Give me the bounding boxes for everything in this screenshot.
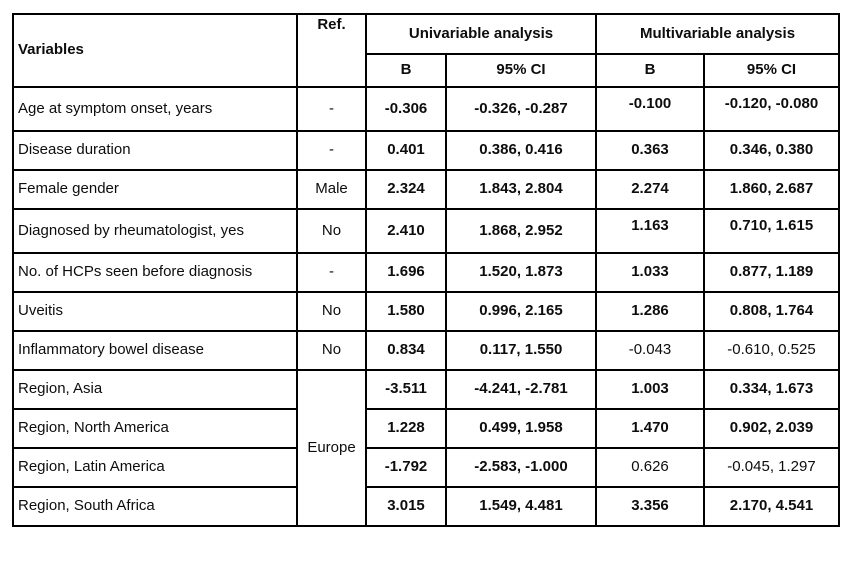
- multi-b-cell: 0.626: [595, 447, 705, 488]
- uni-ci-cell: 1.549, 4.481: [445, 486, 597, 527]
- uni-ci-cell: 0.996, 2.165: [445, 291, 597, 332]
- table-row: Uveitis No 1.580 0.996, 2.165 1.286 0.80…: [12, 291, 841, 332]
- table-row: Diagnosed by rheumatologist, yes No 2.41…: [12, 208, 841, 254]
- multi-b-cell: 1.003: [595, 369, 705, 410]
- multi-b-cell: 1.033: [595, 252, 705, 293]
- multi-ci-cell: 0.710, 1.615: [702, 208, 841, 254]
- uni-ci-cell: 0.386, 0.416: [445, 130, 597, 171]
- multi-b-cell: 2.274: [595, 169, 705, 210]
- variable-cell: Female gender: [12, 169, 298, 210]
- ref-cell-europe: Europe: [296, 369, 367, 527]
- multi-b-cell: 1.470: [595, 408, 705, 449]
- variable-cell: Age at symptom onset, years: [12, 86, 298, 132]
- multi-b-cell: -0.100: [595, 86, 705, 132]
- multi-b-cell: -0.043: [595, 330, 705, 371]
- header-row-sub: B 95% CI B 95% CI: [13, 53, 841, 88]
- ref-cell: No: [296, 330, 367, 371]
- multi-ci-cell: -0.610, 0.525: [702, 330, 841, 371]
- header-ref: Ref.: [296, 13, 367, 88]
- table-row: Disease duration - 0.401 0.386, 0.416 0.…: [12, 130, 841, 171]
- uni-b-cell: 0.401: [365, 130, 447, 171]
- ref-cell: No: [296, 208, 367, 254]
- table-row: Inflammatory bowel disease No 0.834 0.11…: [12, 330, 841, 371]
- multi-b-cell: 1.163: [595, 208, 705, 254]
- uni-ci-cell: -0.326, -0.287: [445, 86, 597, 132]
- uni-b-cell: 1.228: [365, 408, 447, 449]
- multi-ci-cell: 1.860, 2.687: [702, 169, 841, 210]
- ref-cell: -: [296, 252, 367, 293]
- ref-cell: -: [296, 130, 367, 171]
- multi-ci-cell: 0.334, 1.673: [702, 369, 841, 410]
- table-row: Region, North America 1.228 0.499, 1.958…: [12, 408, 841, 449]
- multi-ci-cell: -0.120, -0.080: [702, 86, 841, 132]
- table-row: Region, Asia Europe -3.511 -4.241, -2.78…: [12, 369, 841, 527]
- multi-ci-cell: 2.170, 4.541: [702, 486, 841, 527]
- table-row: Age at symptom onset, years - -0.306 -0.…: [12, 86, 841, 132]
- multi-ci-cell: 0.902, 2.039: [702, 408, 841, 449]
- variable-cell: Uveitis: [12, 291, 298, 332]
- header-multivariable-analysis: Multivariable analysis: [594, 13, 841, 55]
- uni-ci-cell: 0.117, 1.550: [445, 330, 597, 371]
- uni-ci-cell: -2.583, -1.000: [445, 447, 597, 488]
- header-row-groups: Variables Ref. Univariable analysis Mult…: [12, 13, 841, 88]
- header-univariable-analysis: Univariable analysis: [365, 13, 597, 55]
- header-uni-ci: 95% CI: [445, 53, 597, 88]
- header-multi-b: B: [595, 53, 705, 88]
- uni-b-cell: 1.696: [365, 252, 447, 293]
- multi-b-cell: 3.356: [595, 486, 705, 527]
- ref-cell: -: [296, 86, 367, 132]
- multi-ci-cell: -0.045, 1.297: [702, 447, 841, 488]
- multi-ci-cell: 0.346, 0.380: [702, 130, 841, 171]
- uni-b-cell: 1.580: [365, 291, 447, 332]
- table-row: Region, South Africa 3.015 1.549, 4.481 …: [12, 486, 841, 527]
- uni-b-cell: -0.306: [365, 86, 447, 132]
- uni-b-cell: -1.792: [365, 447, 447, 488]
- ref-cell: No: [296, 291, 367, 332]
- variable-cell: No. of HCPs seen before diagnosis: [12, 252, 298, 293]
- variable-cell: Inflammatory bowel disease: [12, 330, 298, 371]
- multi-b-cell: 1.286: [595, 291, 705, 332]
- uni-b-cell: 3.015: [365, 486, 447, 527]
- multi-ci-cell: 0.877, 1.189: [702, 252, 841, 293]
- analysis-table: Variables Ref. Univariable analysis Mult…: [12, 13, 841, 527]
- variable-cell: Region, North America: [12, 408, 298, 449]
- uni-b-cell: -3.511: [365, 369, 447, 410]
- variable-cell: Region, Asia: [12, 369, 298, 410]
- header-uni-b: B: [365, 53, 447, 88]
- header-variables: Variables: [12, 13, 298, 88]
- multi-ci-cell: 0.808, 1.764: [702, 291, 841, 332]
- multi-b-cell: 0.363: [595, 130, 705, 171]
- variable-cell: Region, Latin America: [12, 447, 298, 488]
- ref-cell: Male: [296, 169, 367, 210]
- uni-ci-cell: -4.241, -2.781: [445, 369, 597, 410]
- uni-b-cell: 2.410: [365, 208, 447, 254]
- uni-ci-cell: 0.499, 1.958: [445, 408, 597, 449]
- header-multi-ci: 95% CI: [702, 53, 841, 88]
- table-row: Female gender Male 2.324 1.843, 2.804 2.…: [12, 169, 841, 210]
- variable-cell: Disease duration: [12, 130, 298, 171]
- uni-ci-cell: 1.843, 2.804: [445, 169, 597, 210]
- uni-b-cell: 2.324: [365, 169, 447, 210]
- table-row: No. of HCPs seen before diagnosis - 1.69…: [12, 252, 841, 293]
- uni-ci-cell: 1.520, 1.873: [445, 252, 597, 293]
- uni-b-cell: 0.834: [365, 330, 447, 371]
- variable-cell: Diagnosed by rheumatologist, yes: [12, 208, 298, 254]
- uni-ci-cell: 1.868, 2.952: [445, 208, 597, 254]
- variable-cell: Region, South Africa: [12, 486, 298, 527]
- table-row: Region, Latin America -1.792 -2.583, -1.…: [12, 447, 841, 488]
